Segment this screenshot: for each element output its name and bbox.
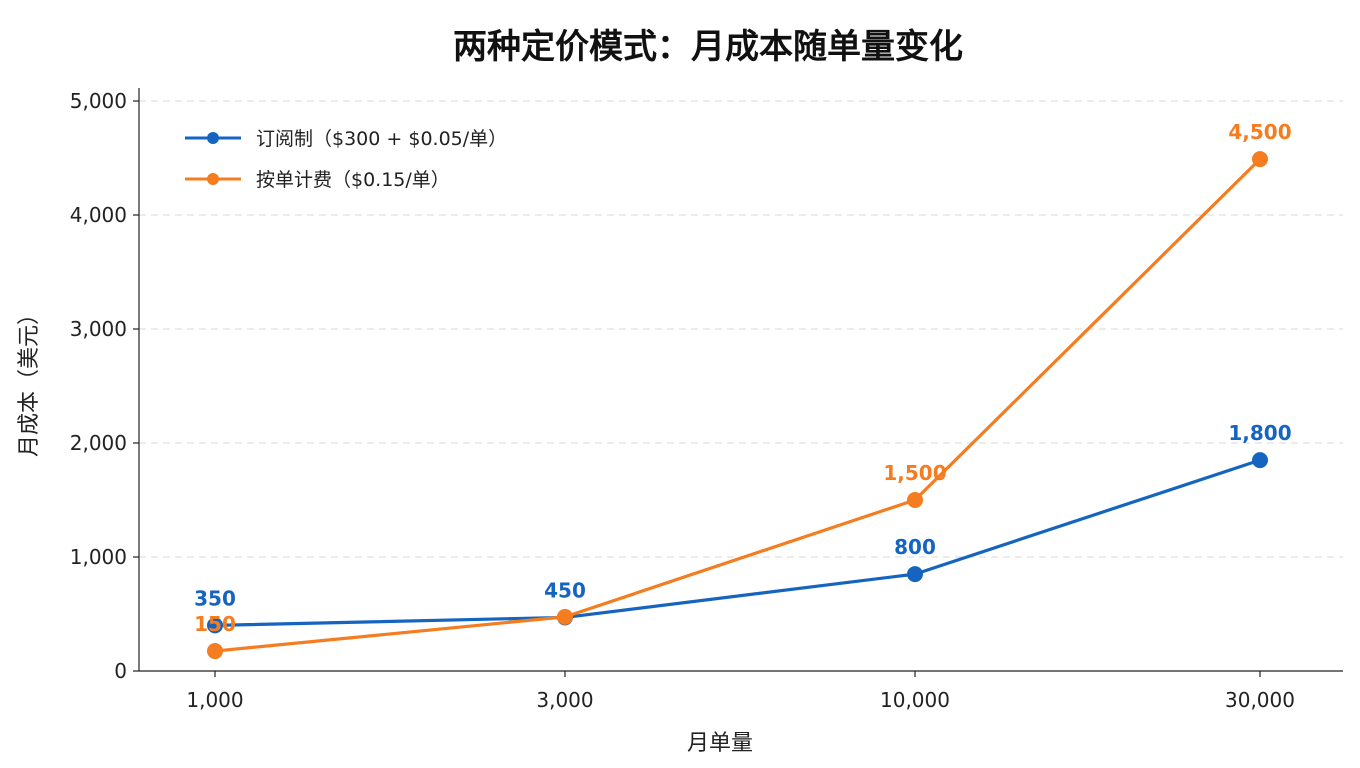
- chart-title: 两种定价模式：月成本随单量变化: [453, 27, 963, 67]
- data-point-per-order: [1252, 151, 1268, 168]
- data-point-per-order: [907, 492, 923, 508]
- legend-item-subscription: 订阅制（$300 + $0.05/单）: [185, 128, 507, 150]
- data-label-subscription: 450: [544, 578, 586, 602]
- y-tick-label: 0: [114, 659, 127, 683]
- legend-marker-subscription: [207, 132, 219, 144]
- series-line-subscription: [214, 458, 1261, 627]
- tick-labels: 0 1,000 2,000 3,000 4,000 5,000 1,000 3,000 10,0…: [70, 89, 1295, 712]
- series-line-per-order: [214, 158, 1262, 653]
- data-point-per-order: [207, 643, 223, 660]
- series-per-order: [207, 151, 1268, 660]
- x-tick-label: 3,000: [536, 688, 593, 712]
- y-tick-label: 2,000: [70, 431, 127, 455]
- data-label-subscription: 350: [194, 586, 236, 610]
- legend-marker-per-order: [207, 173, 219, 185]
- legend-item-per-order: 按单计费（$0.15/单）: [185, 169, 450, 191]
- axes: [138, 88, 1343, 672]
- data-labels: 350 450 800 1,800 150 1,500 4,500: [194, 120, 1292, 636]
- y-tick-label: 3,000: [70, 317, 127, 341]
- legend: 订阅制（$300 + $0.05/单） 按单计费（$0.15/单）: [185, 128, 507, 191]
- x-tick-label: 30,000: [1225, 688, 1295, 712]
- data-point-subscription: [907, 566, 923, 583]
- x-tick-label: 10,000: [880, 688, 950, 712]
- series-lines: [207, 151, 1268, 660]
- y-tick-label: 1,000: [70, 545, 127, 569]
- x-axis-label: 月单量: [687, 731, 753, 756]
- data-point-per-order: [557, 608, 573, 625]
- data-point-subscription: [1252, 452, 1268, 469]
- y-tick-label: 5,000: [70, 89, 127, 113]
- legend-label-per-order: 按单计费（$0.15/单）: [256, 169, 450, 191]
- data-label-per-order: 4,500: [1228, 120, 1291, 144]
- data-label-subscription: 800: [894, 535, 936, 559]
- x-tick-label: 1,000: [186, 688, 243, 712]
- data-point-subscription: [207, 617, 223, 634]
- data-label-per-order: 1,500: [883, 461, 946, 485]
- y-axis-label: 月成本（美元）: [17, 303, 42, 457]
- y-tick-label: 4,000: [70, 203, 127, 227]
- series-subscription: [207, 452, 1268, 634]
- data-label-per-order: 150: [194, 612, 236, 636]
- data-label-subscription: 1,800: [1228, 421, 1291, 445]
- legend-label-subscription: 订阅制（$300 + $0.05/单）: [256, 128, 507, 150]
